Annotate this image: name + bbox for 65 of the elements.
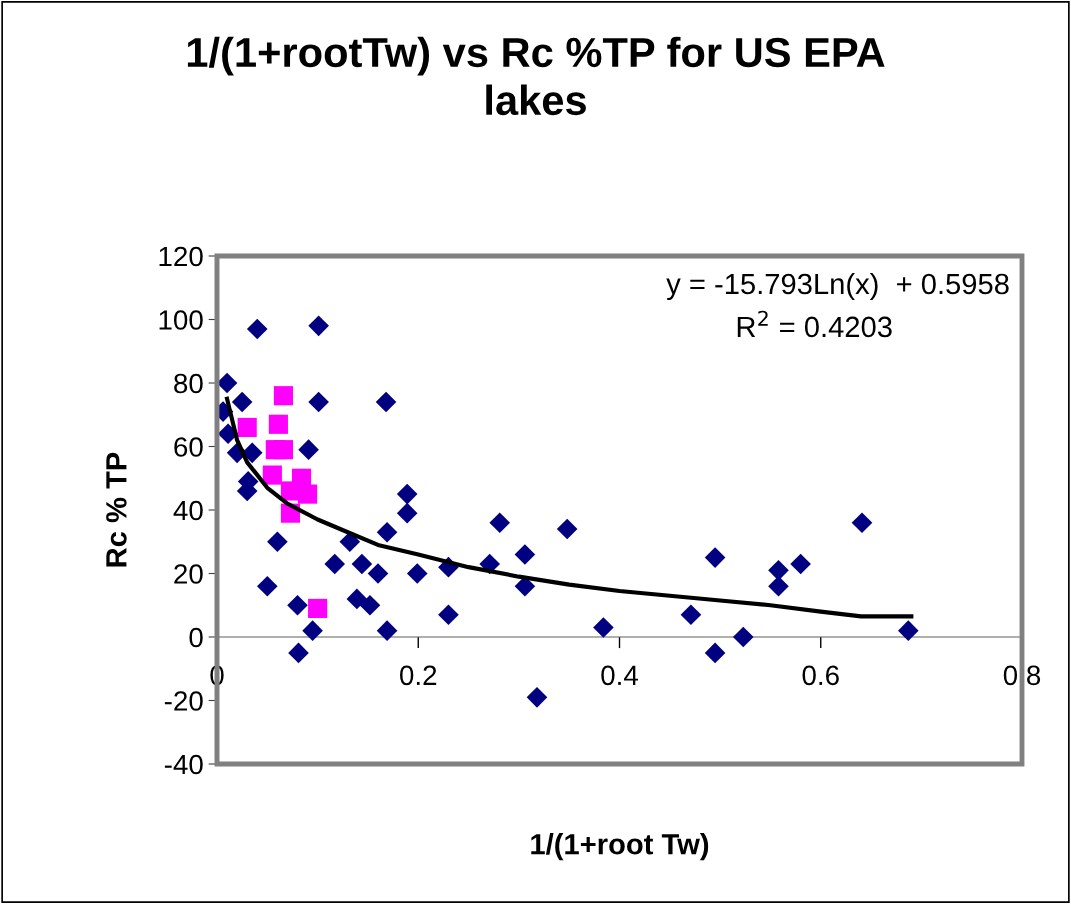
point: [288, 642, 309, 664]
point: [273, 386, 293, 406]
y-tick-label: 100: [159, 310, 203, 330]
point: [287, 594, 308, 616]
point: [396, 502, 418, 524]
point: [851, 512, 873, 533]
point: [246, 318, 268, 340]
point: [308, 391, 329, 413]
point: [375, 391, 397, 413]
point: [237, 417, 257, 438]
point: [346, 588, 368, 610]
point: [339, 531, 361, 553]
point: [308, 315, 329, 337]
point: [324, 553, 346, 575]
point: [351, 553, 373, 575]
y-tick-label: 0: [189, 627, 203, 648]
point: [273, 440, 293, 460]
point: [298, 439, 319, 460]
point: [790, 553, 811, 575]
point: [704, 547, 726, 568]
point: [406, 563, 428, 584]
point: [257, 575, 278, 597]
point: [376, 521, 398, 543]
point: [217, 372, 238, 394]
point: [897, 620, 919, 641]
point: [231, 391, 253, 413]
y-tick-label: -20: [164, 691, 203, 711]
point: [768, 575, 789, 597]
y-tick-label: 120: [159, 246, 203, 267]
point: [396, 483, 418, 505]
point: [438, 604, 459, 626]
y-tick-label: 60: [174, 437, 203, 457]
point: [514, 544, 536, 565]
x-axis-title: 1/(1+root Tw): [531, 833, 709, 861]
point: [732, 626, 754, 648]
annotation: R$^{2}$ = 0.4203: [737, 310, 892, 338]
point: [297, 484, 318, 504]
point: [680, 604, 702, 626]
point: [704, 642, 726, 664]
point: [376, 620, 398, 641]
point: [280, 481, 301, 501]
y-axis-title: Rc % TP: [106, 452, 127, 567]
x-tick-label: 0.6: [802, 665, 839, 686]
y-tick-label: 40: [173, 500, 203, 521]
point: [267, 531, 288, 553]
point: [241, 442, 263, 464]
point: [489, 512, 511, 533]
point: [268, 414, 288, 434]
y-tick-label: 80: [174, 373, 203, 394]
point: [367, 563, 389, 584]
point: [308, 598, 328, 618]
y-tick-label: 20: [174, 564, 203, 584]
point: [302, 620, 323, 641]
point: [593, 617, 614, 638]
point: [526, 687, 548, 708]
x-tick-label: 0.8: [1003, 665, 1041, 686]
point: [262, 465, 282, 485]
point: [768, 560, 789, 581]
annotation: y = -15.793Ln(x) + 0.5958: [666, 272, 1009, 301]
y-tick-label: -40: [164, 754, 203, 775]
x-tick-label: 0.2: [400, 665, 437, 686]
point: [359, 594, 381, 616]
chart-title: 1/(1+rootTw) vs Rc %TP for US EPA lakes: [187, 36, 885, 116]
x-tick-label: 0.4: [601, 665, 638, 686]
point: [556, 518, 578, 540]
